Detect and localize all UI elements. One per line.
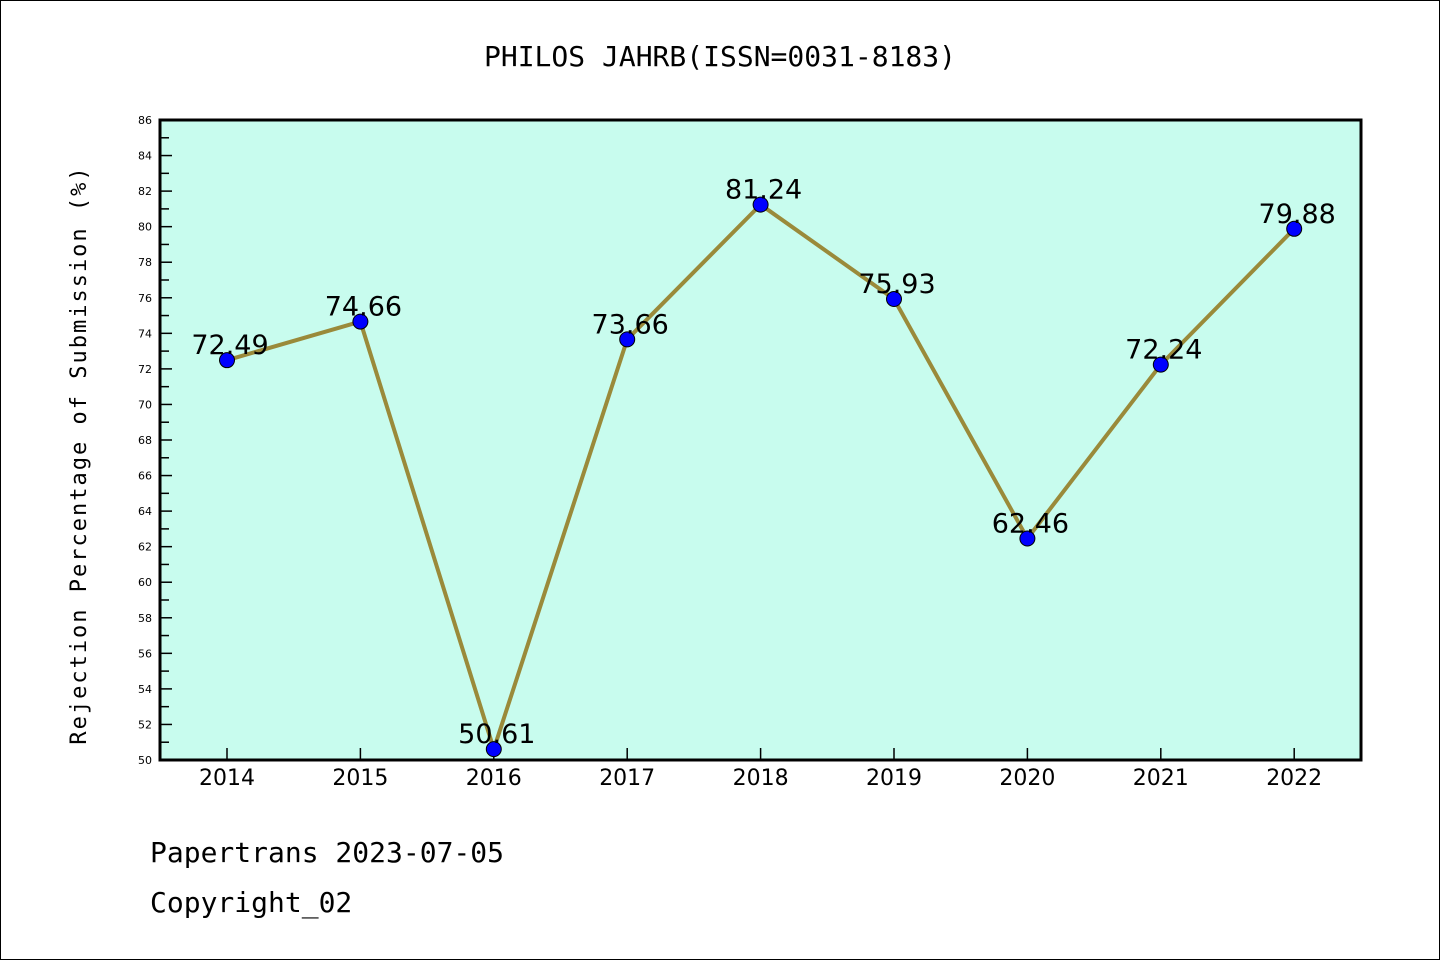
data-label: 62.46 (992, 508, 1069, 539)
data-point (485, 741, 502, 758)
data-point (752, 196, 769, 213)
y-tick-label: 80 (138, 221, 152, 234)
data-label: 74.66 (325, 292, 402, 323)
data-point (1286, 220, 1303, 237)
y-tick-label: 62 (138, 541, 152, 554)
data-label: 75.93 (858, 269, 935, 300)
x-tick-label: 2015 (332, 766, 388, 791)
data-label: 79.88 (1259, 199, 1336, 230)
chart-title: PHILOS JAHRB(ISSN=0031-8183) (484, 40, 956, 73)
x-tick-label: 2020 (999, 766, 1055, 791)
data-point (619, 331, 636, 348)
x-tick-label: 2021 (1133, 766, 1189, 791)
data-label: 73.66 (592, 309, 669, 340)
x-tick-label: 2016 (466, 766, 522, 791)
y-tick-label: 78 (138, 256, 152, 269)
y-tick-label: 68 (138, 434, 152, 447)
data-point (1152, 356, 1169, 373)
y-tick-label: 52 (138, 718, 152, 731)
y-axis-label: Rejection Percentage of Submission (%) (67, 165, 92, 744)
data-label: 72.49 (191, 330, 268, 361)
plot-border (158, 118, 1363, 762)
y-tick-label: 56 (138, 647, 152, 660)
y-tick-label: 64 (138, 505, 152, 518)
y-tick-label: 60 (138, 576, 152, 589)
data-label: 81.24 (725, 175, 802, 206)
y-tick-label: 50 (138, 754, 152, 767)
data-label: 72.24 (1125, 335, 1202, 366)
data-point (352, 313, 369, 330)
x-tick-label: 2019 (866, 766, 922, 791)
footer-copyright: Copyright_02 (150, 886, 353, 919)
data-point (886, 291, 902, 308)
y-tick-label: 58 (138, 612, 152, 625)
data-point (219, 352, 235, 369)
y-tick-label: 82 (138, 185, 152, 198)
y-tick-label: 86 (138, 114, 152, 127)
x-tick-label: 2022 (1266, 766, 1322, 791)
x-tick-label: 2018 (733, 766, 789, 791)
x-tick-label: 2014 (199, 766, 255, 791)
footer-date: Papertrans 2023-07-05 (150, 836, 505, 869)
plot-area (160, 120, 1361, 760)
y-tick-label: 54 (138, 683, 152, 696)
y-tick-label: 70 (138, 398, 152, 411)
y-tick-label: 66 (138, 470, 152, 483)
y-tick-label: 84 (138, 150, 152, 163)
y-tick-label: 76 (138, 292, 152, 305)
data-label: 50.61 (458, 719, 535, 750)
y-tick-label: 74 (138, 327, 152, 340)
x-tick-label: 2017 (599, 766, 655, 791)
y-tick-label: 72 (138, 363, 152, 376)
data-point (1019, 530, 1036, 547)
